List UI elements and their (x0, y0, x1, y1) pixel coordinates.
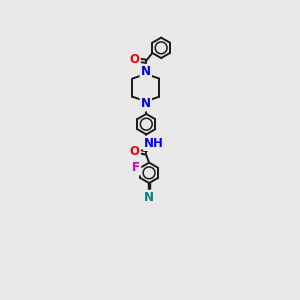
Text: N: N (141, 65, 151, 78)
Text: F: F (132, 161, 140, 174)
Text: N: N (144, 191, 154, 204)
Text: O: O (130, 53, 140, 66)
Text: NH: NH (144, 137, 164, 150)
Text: N: N (141, 97, 151, 110)
Text: O: O (130, 145, 140, 158)
